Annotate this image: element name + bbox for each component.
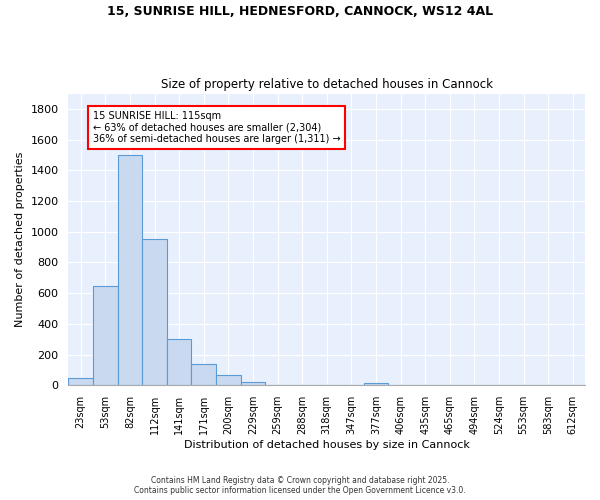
Text: 15 SUNRISE HILL: 115sqm
← 63% of detached houses are smaller (2,304)
36% of semi: 15 SUNRISE HILL: 115sqm ← 63% of detache… <box>93 110 341 144</box>
Bar <box>364 383 388 386</box>
Bar <box>265 384 290 386</box>
Bar <box>191 364 216 386</box>
Bar <box>93 286 118 386</box>
Bar <box>68 378 93 386</box>
X-axis label: Distribution of detached houses by size in Cannock: Distribution of detached houses by size … <box>184 440 470 450</box>
Text: Contains HM Land Registry data © Crown copyright and database right 2025.
Contai: Contains HM Land Registry data © Crown c… <box>134 476 466 495</box>
Bar <box>241 382 265 386</box>
Bar <box>118 155 142 386</box>
Bar <box>167 340 191 386</box>
Title: Size of property relative to detached houses in Cannock: Size of property relative to detached ho… <box>161 78 493 91</box>
Y-axis label: Number of detached properties: Number of detached properties <box>15 152 25 327</box>
Bar <box>216 376 241 386</box>
Bar <box>142 240 167 386</box>
Text: 15, SUNRISE HILL, HEDNESFORD, CANNOCK, WS12 4AL: 15, SUNRISE HILL, HEDNESFORD, CANNOCK, W… <box>107 5 493 18</box>
